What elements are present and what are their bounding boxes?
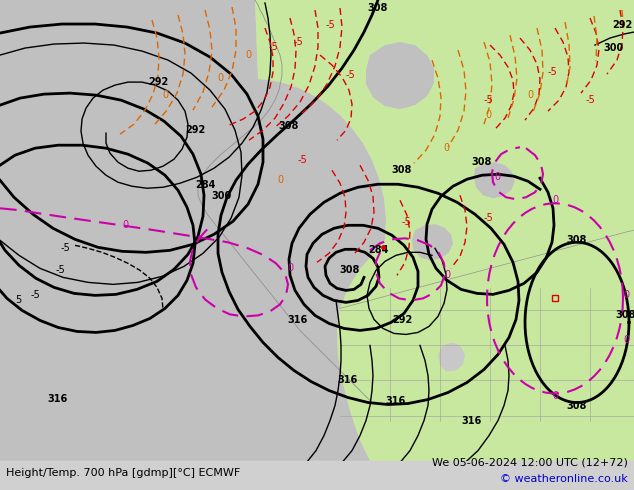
Text: 292: 292 — [185, 125, 205, 135]
Text: 0: 0 — [444, 270, 450, 280]
Text: 300: 300 — [604, 43, 624, 53]
Text: 0: 0 — [623, 291, 629, 300]
Text: 0: 0 — [443, 143, 449, 153]
Text: 308: 308 — [279, 121, 299, 131]
Text: 0: 0 — [162, 90, 168, 100]
Text: 0: 0 — [122, 220, 128, 230]
Text: 284: 284 — [368, 245, 388, 255]
Text: 300: 300 — [212, 191, 232, 201]
Text: 0: 0 — [552, 195, 558, 205]
Text: -5: -5 — [55, 266, 65, 275]
Text: -5: -5 — [547, 67, 557, 77]
Text: 0: 0 — [494, 172, 500, 182]
Text: 0: 0 — [485, 110, 491, 120]
Polygon shape — [474, 162, 515, 198]
Text: 292: 292 — [392, 316, 412, 325]
Text: Height/Temp. 700 hPa [gdmp][°C] ECMWF: Height/Temp. 700 hPa [gdmp][°C] ECMWF — [6, 468, 240, 478]
Text: 0: 0 — [217, 73, 223, 83]
Text: We 05-06-2024 12:00 UTC (12+72): We 05-06-2024 12:00 UTC (12+72) — [432, 458, 628, 468]
Text: 0: 0 — [287, 263, 293, 273]
Text: 5: 5 — [15, 295, 21, 305]
Text: -5: -5 — [585, 95, 595, 105]
Text: -5: -5 — [325, 20, 335, 30]
Text: 308: 308 — [567, 235, 587, 245]
Text: 308: 308 — [472, 157, 492, 167]
Text: 0: 0 — [623, 336, 629, 345]
Text: -5: -5 — [345, 70, 355, 80]
Polygon shape — [438, 343, 465, 371]
Polygon shape — [0, 0, 386, 461]
Text: 0: 0 — [277, 175, 283, 185]
Polygon shape — [366, 42, 434, 109]
Text: 308: 308 — [392, 165, 412, 175]
Text: © weatheronline.co.uk: © weatheronline.co.uk — [500, 474, 628, 484]
Text: 0: 0 — [245, 50, 251, 60]
Text: -5: -5 — [483, 213, 493, 223]
Polygon shape — [255, 0, 634, 461]
Text: -5: -5 — [297, 155, 307, 165]
Text: 292: 292 — [148, 77, 168, 87]
Text: 292: 292 — [612, 20, 632, 30]
Text: -5: -5 — [293, 37, 303, 47]
Text: 0: 0 — [527, 90, 533, 100]
Text: 308: 308 — [368, 3, 388, 13]
Text: 0: 0 — [552, 391, 558, 400]
Text: 284: 284 — [195, 180, 215, 190]
Text: -5: -5 — [401, 217, 411, 227]
Text: -5: -5 — [268, 42, 278, 52]
Polygon shape — [412, 224, 453, 260]
Text: 308: 308 — [567, 400, 587, 411]
Text: 316: 316 — [288, 316, 308, 325]
Text: 316: 316 — [48, 393, 68, 404]
Text: 308: 308 — [616, 310, 634, 320]
Text: -5: -5 — [60, 244, 70, 253]
Text: -5: -5 — [30, 291, 40, 300]
Text: 308: 308 — [340, 266, 360, 275]
Text: 316: 316 — [385, 395, 405, 406]
Text: 316: 316 — [338, 375, 358, 386]
Text: 316: 316 — [462, 416, 482, 425]
Text: -5: -5 — [483, 95, 493, 105]
